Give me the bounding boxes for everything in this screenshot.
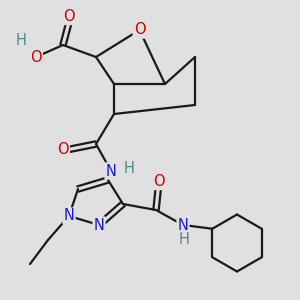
Text: H: H bbox=[179, 232, 190, 247]
Text: H: H bbox=[16, 33, 26, 48]
Text: N: N bbox=[178, 218, 188, 232]
Text: O: O bbox=[30, 50, 42, 64]
Text: O: O bbox=[153, 174, 165, 189]
Text: H: H bbox=[124, 160, 134, 175]
Text: N: N bbox=[64, 208, 74, 224]
Text: N: N bbox=[94, 218, 104, 232]
Text: O: O bbox=[57, 142, 69, 158]
Text: O: O bbox=[134, 22, 145, 38]
Text: N: N bbox=[106, 164, 116, 178]
Text: O: O bbox=[63, 9, 75, 24]
